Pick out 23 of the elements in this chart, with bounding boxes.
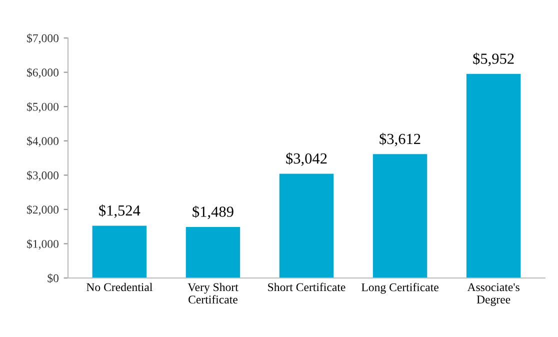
- data-label: $5,952: [473, 52, 514, 66]
- y-tick-label: $2,000: [27, 204, 59, 216]
- data-label: $1,489: [192, 206, 234, 220]
- y-tick-label: $3,000: [27, 170, 59, 182]
- x-tick-label: Associate's Degree: [467, 283, 520, 306]
- bar: [466, 74, 521, 278]
- x-tick-label: No Credential: [86, 282, 152, 292]
- data-label: $3,612: [380, 132, 420, 146]
- bar: [372, 154, 428, 278]
- x-tick-label: Short Certificate: [268, 282, 346, 292]
- bar: [92, 226, 147, 278]
- y-tick-label: $0: [48, 274, 59, 283]
- y-tick-label: $6,000: [27, 68, 59, 78]
- bar: [186, 226, 240, 278]
- data-label: $3,042: [286, 152, 327, 166]
- y-tick-label: $7,000: [27, 34, 59, 44]
- data-label: $1,524: [99, 204, 140, 218]
- y-tick-label: $1,000: [27, 239, 59, 250]
- y-tick-label: $4,000: [27, 136, 59, 147]
- x-tick-label: Long Certificate: [362, 282, 438, 294]
- x-tick-label: Very Short Certificate: [188, 282, 238, 304]
- y-tick-label: $5,000: [27, 102, 59, 112]
- bar: [279, 174, 334, 278]
